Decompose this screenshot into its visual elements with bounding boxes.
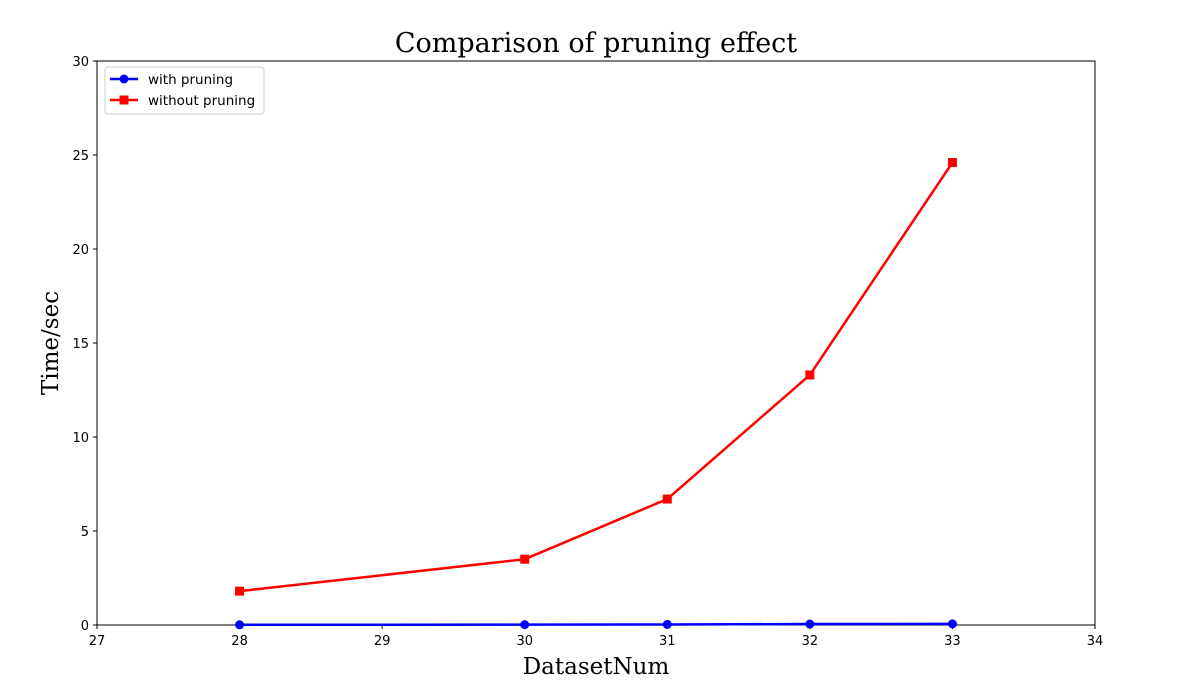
legend-label: without pruning [148,93,255,109]
y-axis-label: Time/sec [38,291,64,395]
plot-area [96,60,1096,626]
data-point [662,494,672,504]
data-point [947,158,957,168]
legend-swatch-marker [119,74,129,84]
chart-title: Comparison of pruning effect [395,28,797,59]
series-with-pruning [235,619,957,630]
y-tick-label: 0 [81,619,89,634]
x-tick-label: 32 [802,634,819,649]
data-point [805,619,815,629]
y-tick-label: 20 [72,243,89,258]
data-point [805,370,815,380]
data-point [662,619,672,629]
legend-swatch-marker [119,95,129,105]
data-point [235,620,245,630]
y-tick-label: 25 [72,149,89,164]
series-without-pruning [235,158,957,596]
data-point [235,586,245,596]
series-group [235,158,957,630]
legend-box [104,66,265,115]
y-tick-label: 15 [72,337,89,352]
data-point [520,554,530,564]
x-tick-label: 29 [374,634,391,649]
plot-frame [96,60,1096,626]
x-tick-label: 34 [1087,634,1104,649]
y-axis-ticks: 0 5 10 15 20 25 30 [72,55,97,634]
legend: with pruning without pruning [104,66,265,115]
data-point [520,620,530,630]
x-tick-label: 27 [89,634,106,649]
x-axis-ticks: 27 28 29 30 31 32 33 34 [89,625,1104,649]
x-tick-label: 28 [231,634,248,649]
x-tick-label: 33 [944,634,961,649]
y-tick-label: 5 [81,525,89,540]
x-tick-label: 31 [659,634,676,649]
series-line [239,622,953,627]
legend-label: with pruning [148,72,233,88]
y-tick-label: 30 [72,55,89,70]
legend-item: without pruning [110,93,255,109]
legend-item: with pruning [110,72,233,88]
data-point [947,619,957,629]
y-tick-label: 10 [72,431,89,446]
x-axis-label: DatasetNum [523,654,670,680]
x-tick-label: 30 [516,634,533,649]
